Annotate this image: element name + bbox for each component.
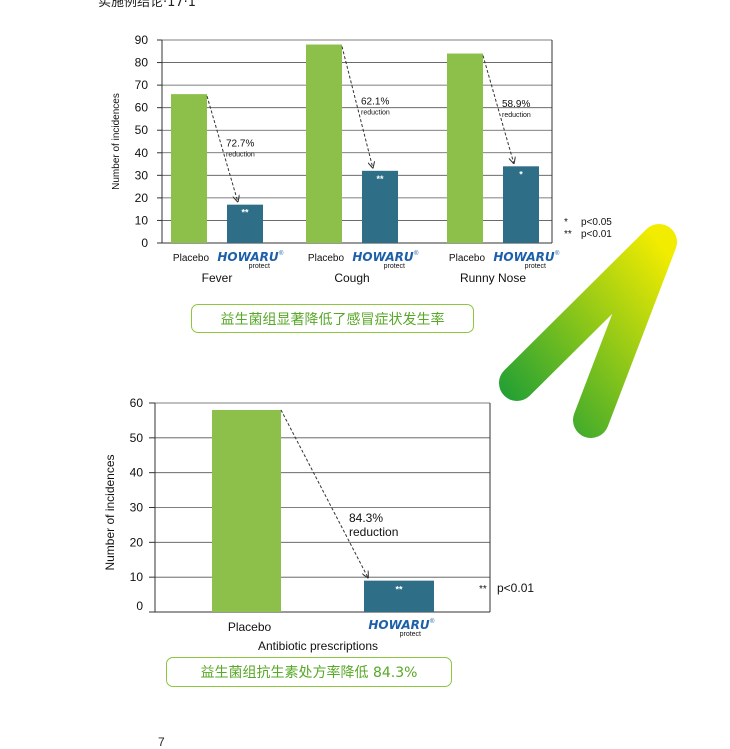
bar-howaru <box>227 204 263 243</box>
reduction-word: reduction <box>349 525 398 539</box>
reduction-arrow <box>341 46 373 168</box>
howaru-logo: HOWARU <box>493 250 555 264</box>
bar-label-placebo: Placebo <box>449 253 486 264</box>
arrow-stroke <box>499 224 677 438</box>
bar-howaru <box>364 580 434 612</box>
legend-text: p<0.05 <box>581 217 612 228</box>
significance-label: ** <box>241 208 249 218</box>
x-axis-title: Antibiotic prescriptions <box>258 639 378 653</box>
howaru-logo: HOWARU <box>368 618 430 632</box>
bar-placebo <box>171 94 207 243</box>
reduction-percent: 58.9% <box>502 99 530 110</box>
y-tick-label: 60 <box>135 101 149 115</box>
y-tick-label: 30 <box>130 501 144 515</box>
y-tick-label: 60 <box>130 396 144 410</box>
y-tick-label: 10 <box>135 213 149 227</box>
logo-sub: protect <box>249 263 270 270</box>
significance-label: ** <box>376 174 384 184</box>
group-label: Fever <box>202 271 233 285</box>
bar-howaru <box>362 170 398 243</box>
bar-label-placebo: Placebo <box>173 253 210 264</box>
reduction-word: reduction <box>226 151 255 158</box>
y-tick-label: 10 <box>130 570 144 584</box>
bar-howaru <box>503 166 539 243</box>
group-label: Runny Nose <box>460 271 526 285</box>
legend-symbol: * <box>564 217 568 228</box>
group-label: Cough <box>334 271 369 285</box>
reduction-arrow <box>206 95 238 202</box>
y-tick-label: 0 <box>136 599 143 613</box>
y-tick-label: 70 <box>135 78 149 92</box>
chart-cold-symptoms: 0 10 20 30 40 50 60 70 80 90 Number of incidences *… <box>111 33 612 285</box>
reduction-word: reduction <box>502 112 531 119</box>
chart2-caption: 益生菌组抗生素处方率降低 84.3% <box>166 657 452 687</box>
decorative-arrow-icon <box>499 224 677 438</box>
y-tick-label: 0 <box>141 236 148 250</box>
y-tick-label: 90 <box>135 33 149 47</box>
logo-sub: protect <box>384 263 405 270</box>
logo-sub: protect <box>525 263 546 270</box>
reduction-percent: 84.3% <box>349 511 383 525</box>
bar-label-placebo: Placebo <box>308 253 345 264</box>
bar-label-placebo: Placebo <box>228 620 272 634</box>
y-tick-label: 50 <box>130 431 144 445</box>
y-tick-label: 20 <box>130 535 144 549</box>
y-tick-label: 20 <box>135 191 149 205</box>
logo-reg-mark: ® <box>430 618 435 625</box>
legend-symbol: ** <box>479 584 487 595</box>
page-header-fragment: 实施例结论·17·1 <box>98 0 197 10</box>
legend-text: p<0.01 <box>581 229 612 240</box>
logo-sub: protect <box>400 631 421 638</box>
reduction-arrow <box>482 55 514 164</box>
y-axis-title: Number of incidences <box>103 454 117 570</box>
logo-reg-mark: ® <box>414 250 419 257</box>
significance-label: * <box>519 169 523 179</box>
bar-placebo <box>306 44 342 244</box>
howaru-logo: HOWARU <box>217 250 279 264</box>
howaru-logo: HOWARU <box>352 250 414 264</box>
reduction-arrow <box>280 409 368 578</box>
chart-antibiotic-prescriptions: 0 10 20 30 40 50 60 Number of incidences ** 84.3%… <box>103 396 534 653</box>
y-tick-label: 30 <box>135 168 149 182</box>
y-axis-title: Number of incidences <box>111 93 122 190</box>
reduction-word: reduction <box>361 110 390 117</box>
bar-placebo <box>447 53 483 244</box>
reduction-percent: 62.1% <box>361 97 389 108</box>
logo-reg-mark: ® <box>555 250 560 257</box>
significance-label: ** <box>395 585 403 595</box>
reduction-percent: 72.7% <box>226 138 254 149</box>
chart1-caption: 益生菌组显著降低了感冒症状发生率 <box>191 304 474 333</box>
logo-reg-mark: ® <box>279 250 284 257</box>
y-tick-label: 40 <box>130 466 144 480</box>
page-number: 7 <box>158 735 165 749</box>
legend-text: p<0.01 <box>497 581 534 595</box>
legend-symbol: ** <box>564 229 572 240</box>
y-tick-label: 50 <box>135 123 149 137</box>
y-tick-label: 80 <box>135 56 149 70</box>
bar-placebo <box>212 409 281 612</box>
y-tick-label: 40 <box>135 146 149 160</box>
